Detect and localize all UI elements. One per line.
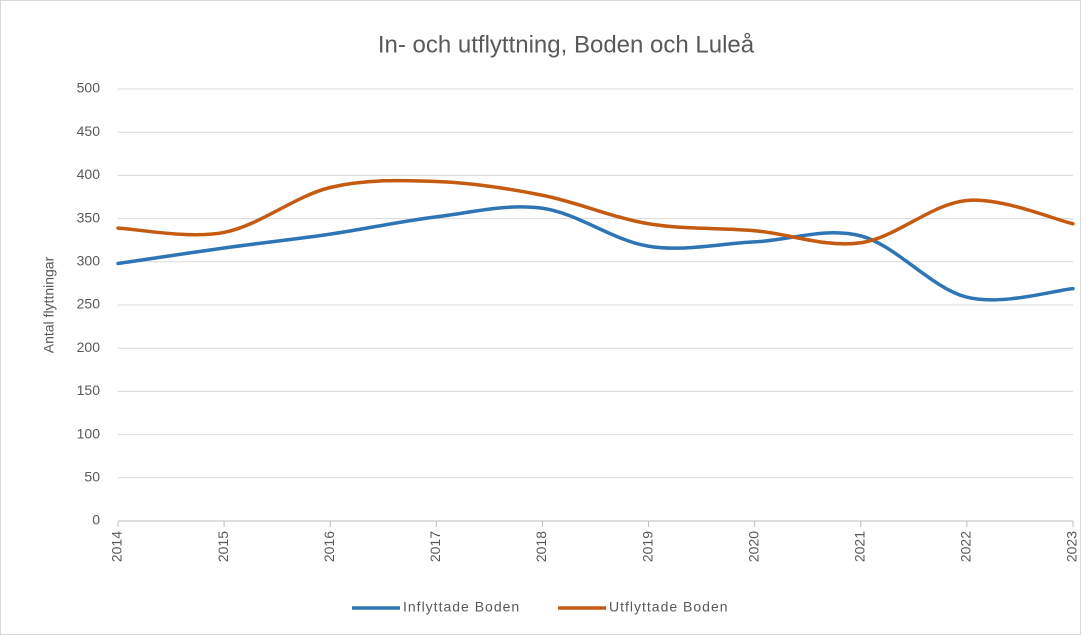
x-tick-label: 2019 (639, 531, 655, 562)
y-tick-label: 500 (77, 80, 101, 96)
y-tick-label: 200 (77, 339, 101, 355)
x-tick-label: 2018 (533, 531, 549, 562)
x-tick-label: 2020 (745, 531, 761, 562)
y-tick-label: 0 (92, 512, 100, 528)
y-tick-label: 50 (84, 469, 100, 485)
y-tick-label: 400 (77, 166, 101, 182)
line-series (116, 178, 1075, 246)
y-tick-label: 250 (77, 296, 101, 312)
x-tick-label: 2014 (109, 531, 125, 562)
x-tick-label: 2021 (851, 531, 867, 562)
y-tick-label: 350 (77, 209, 101, 225)
y-tick-label: 100 (77, 425, 101, 441)
x-tick-label: 2023 (1064, 531, 1080, 562)
y-axis-title: Antal flyttningar (41, 256, 57, 353)
chart-title: In- och utflyttning, Boden och Luleå (378, 31, 755, 58)
x-tick-label: 2016 (321, 531, 337, 562)
y-tick-label: 300 (77, 253, 101, 269)
y-tick-label: 450 (77, 123, 101, 139)
legend-label: Inflyttade Boden (403, 599, 520, 615)
x-tick-label: 2022 (958, 531, 974, 562)
line-series (116, 205, 1075, 302)
y-tick-label: 150 (77, 382, 101, 398)
x-tick-label: 2017 (427, 531, 443, 562)
legend-label: Utflyttade Boden (609, 599, 729, 615)
x-tick-label: 2015 (215, 531, 231, 562)
